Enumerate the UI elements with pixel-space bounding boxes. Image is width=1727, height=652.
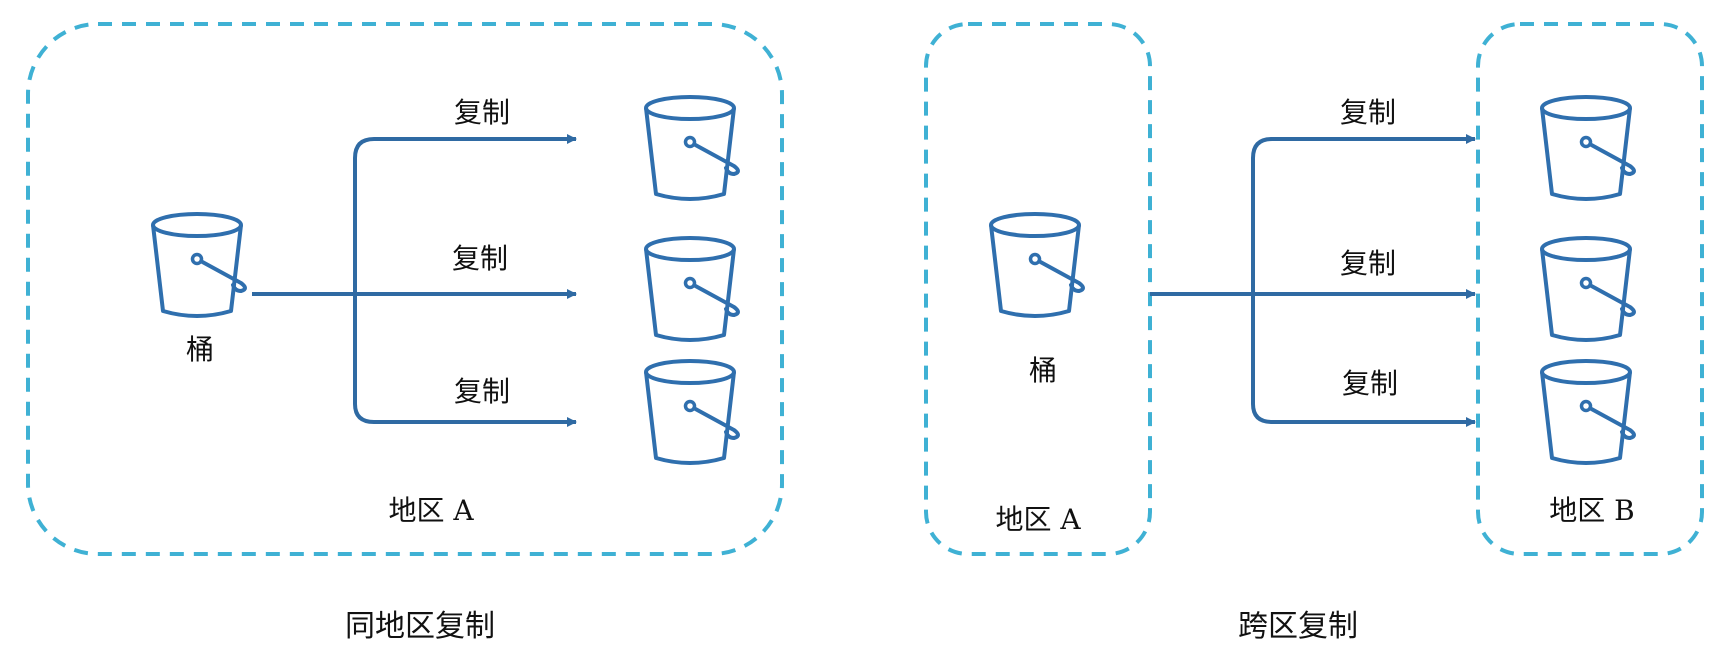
source-bucket-icon xyxy=(989,212,1085,318)
copy-label: 复制 xyxy=(1340,96,1396,129)
cross-region-panel: 桶 复制 复制 复制 地区 A 地区 B 跨区复制 xyxy=(924,22,1704,644)
replication-arrow xyxy=(353,137,577,427)
replica-bucket-icon xyxy=(1540,236,1636,342)
panel-caption: 同地区复制 xyxy=(345,609,495,644)
replication-arrows xyxy=(1150,134,1476,427)
panel-caption: 跨区复制 xyxy=(1238,609,1358,644)
replica-bucket-icon xyxy=(644,236,740,342)
region-label: 地区 A xyxy=(388,494,474,527)
source-region-label: 地区 A xyxy=(995,503,1081,536)
copy-label: 复制 xyxy=(1342,367,1398,400)
target-region-label: 地区 B xyxy=(1549,494,1634,527)
same-region-panel: 桶 复制 复制 复制 地区 A 同地区复制 xyxy=(26,22,784,644)
replica-bucket-icon xyxy=(1540,95,1636,201)
region-a-boundary xyxy=(924,22,1152,556)
source-bucket-label: 桶 xyxy=(186,333,214,366)
replica-bucket-icon xyxy=(1540,359,1636,465)
replication-arrows xyxy=(252,134,577,427)
replication-arrow xyxy=(1251,137,1476,427)
source-bucket-icon xyxy=(151,212,247,318)
region-a-boundary xyxy=(26,22,784,556)
source-bucket-label: 桶 xyxy=(1029,354,1057,387)
copy-label: 复制 xyxy=(1340,247,1396,280)
replica-bucket-icon xyxy=(644,359,740,465)
replica-bucket-icon xyxy=(644,95,740,201)
copy-label: 复制 xyxy=(454,375,510,408)
copy-label: 复制 xyxy=(452,242,508,275)
copy-label: 复制 xyxy=(454,96,510,129)
